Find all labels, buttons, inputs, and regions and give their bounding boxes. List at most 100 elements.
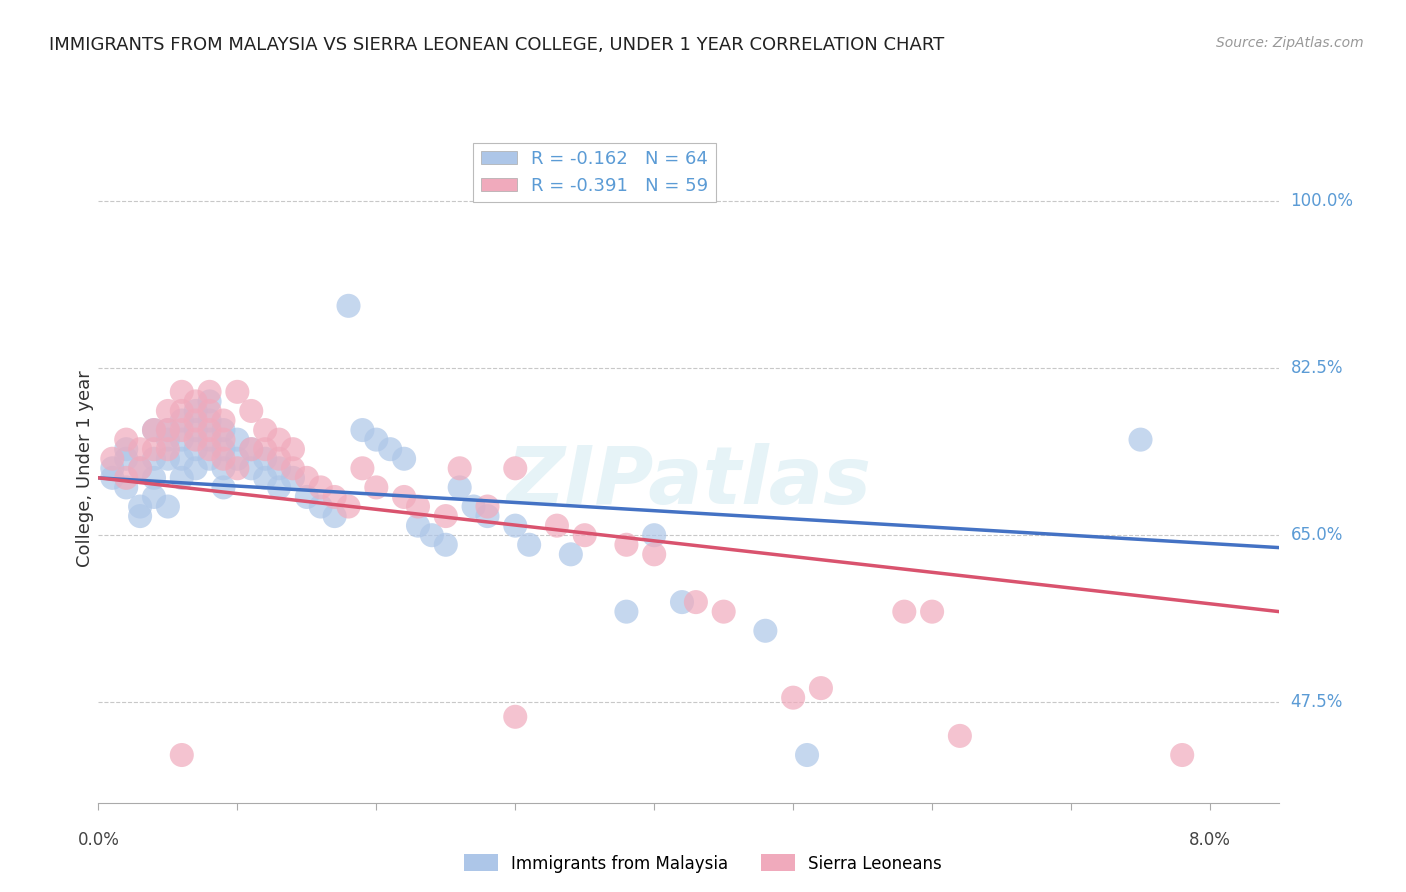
- Text: 8.0%: 8.0%: [1189, 831, 1230, 849]
- Point: [574, 528, 596, 542]
- Point: [449, 461, 471, 475]
- Point: [713, 605, 735, 619]
- Point: [366, 480, 388, 494]
- Y-axis label: College, Under 1 year: College, Under 1 year: [76, 370, 94, 566]
- Legend: R = -0.162   N = 64, R = -0.391   N = 59: R = -0.162 N = 64, R = -0.391 N = 59: [474, 143, 716, 202]
- Point: [352, 423, 374, 437]
- Point: [156, 433, 179, 447]
- Point: [267, 480, 290, 494]
- Point: [796, 747, 818, 762]
- Point: [198, 394, 221, 409]
- Point: [616, 605, 638, 619]
- Text: ZIPatlas: ZIPatlas: [506, 442, 872, 521]
- Point: [198, 442, 221, 457]
- Point: [463, 500, 485, 514]
- Point: [434, 538, 457, 552]
- Point: [212, 461, 235, 475]
- Point: [212, 442, 235, 457]
- Point: [323, 490, 346, 504]
- Point: [170, 471, 193, 485]
- Point: [170, 413, 193, 427]
- Point: [240, 442, 263, 457]
- Point: [616, 538, 638, 552]
- Point: [115, 480, 138, 494]
- Point: [156, 423, 179, 437]
- Point: [309, 480, 332, 494]
- Point: [101, 461, 124, 475]
- Point: [810, 681, 832, 695]
- Point: [503, 461, 526, 475]
- Point: [226, 461, 249, 475]
- Point: [477, 500, 499, 514]
- Point: [503, 710, 526, 724]
- Point: [198, 433, 221, 447]
- Point: [198, 423, 221, 437]
- Point: [156, 500, 179, 514]
- Point: [129, 442, 152, 457]
- Point: [212, 413, 235, 427]
- Point: [449, 480, 471, 494]
- Point: [170, 747, 193, 762]
- Point: [267, 451, 290, 466]
- Point: [170, 404, 193, 418]
- Text: IMMIGRANTS FROM MALAYSIA VS SIERRA LEONEAN COLLEGE, UNDER 1 YEAR CORRELATION CHA: IMMIGRANTS FROM MALAYSIA VS SIERRA LEONE…: [49, 36, 945, 54]
- Point: [198, 404, 221, 418]
- Point: [198, 384, 221, 399]
- Point: [129, 500, 152, 514]
- Point: [212, 423, 235, 437]
- Point: [477, 509, 499, 524]
- Point: [240, 404, 263, 418]
- Point: [754, 624, 776, 638]
- Point: [129, 461, 152, 475]
- Point: [267, 433, 290, 447]
- Point: [643, 547, 665, 561]
- Point: [281, 471, 304, 485]
- Point: [170, 423, 193, 437]
- Point: [295, 490, 318, 504]
- Point: [101, 451, 124, 466]
- Point: [392, 490, 415, 504]
- Point: [281, 442, 304, 457]
- Point: [503, 518, 526, 533]
- Point: [380, 442, 402, 457]
- Point: [323, 509, 346, 524]
- Point: [184, 394, 207, 409]
- Point: [420, 528, 443, 542]
- Point: [198, 413, 221, 427]
- Point: [156, 404, 179, 418]
- Point: [392, 451, 415, 466]
- Text: Source: ZipAtlas.com: Source: ZipAtlas.com: [1216, 36, 1364, 50]
- Text: 100.0%: 100.0%: [1291, 192, 1354, 210]
- Point: [170, 384, 193, 399]
- Point: [1129, 433, 1152, 447]
- Point: [212, 451, 235, 466]
- Point: [685, 595, 707, 609]
- Point: [295, 471, 318, 485]
- Point: [184, 404, 207, 418]
- Point: [517, 538, 540, 552]
- Point: [156, 423, 179, 437]
- Point: [546, 518, 568, 533]
- Point: [254, 451, 277, 466]
- Point: [184, 433, 207, 447]
- Point: [143, 471, 166, 485]
- Point: [184, 461, 207, 475]
- Point: [406, 500, 429, 514]
- Point: [115, 442, 138, 457]
- Legend: Immigrants from Malaysia, Sierra Leoneans: Immigrants from Malaysia, Sierra Leonean…: [457, 847, 949, 880]
- Point: [893, 605, 915, 619]
- Point: [101, 471, 124, 485]
- Point: [1171, 747, 1194, 762]
- Point: [115, 433, 138, 447]
- Text: 0.0%: 0.0%: [77, 831, 120, 849]
- Point: [212, 480, 235, 494]
- Point: [143, 490, 166, 504]
- Point: [226, 433, 249, 447]
- Point: [254, 442, 277, 457]
- Point: [156, 451, 179, 466]
- Point: [115, 451, 138, 466]
- Point: [143, 451, 166, 466]
- Point: [226, 451, 249, 466]
- Point: [156, 442, 179, 457]
- Point: [281, 461, 304, 475]
